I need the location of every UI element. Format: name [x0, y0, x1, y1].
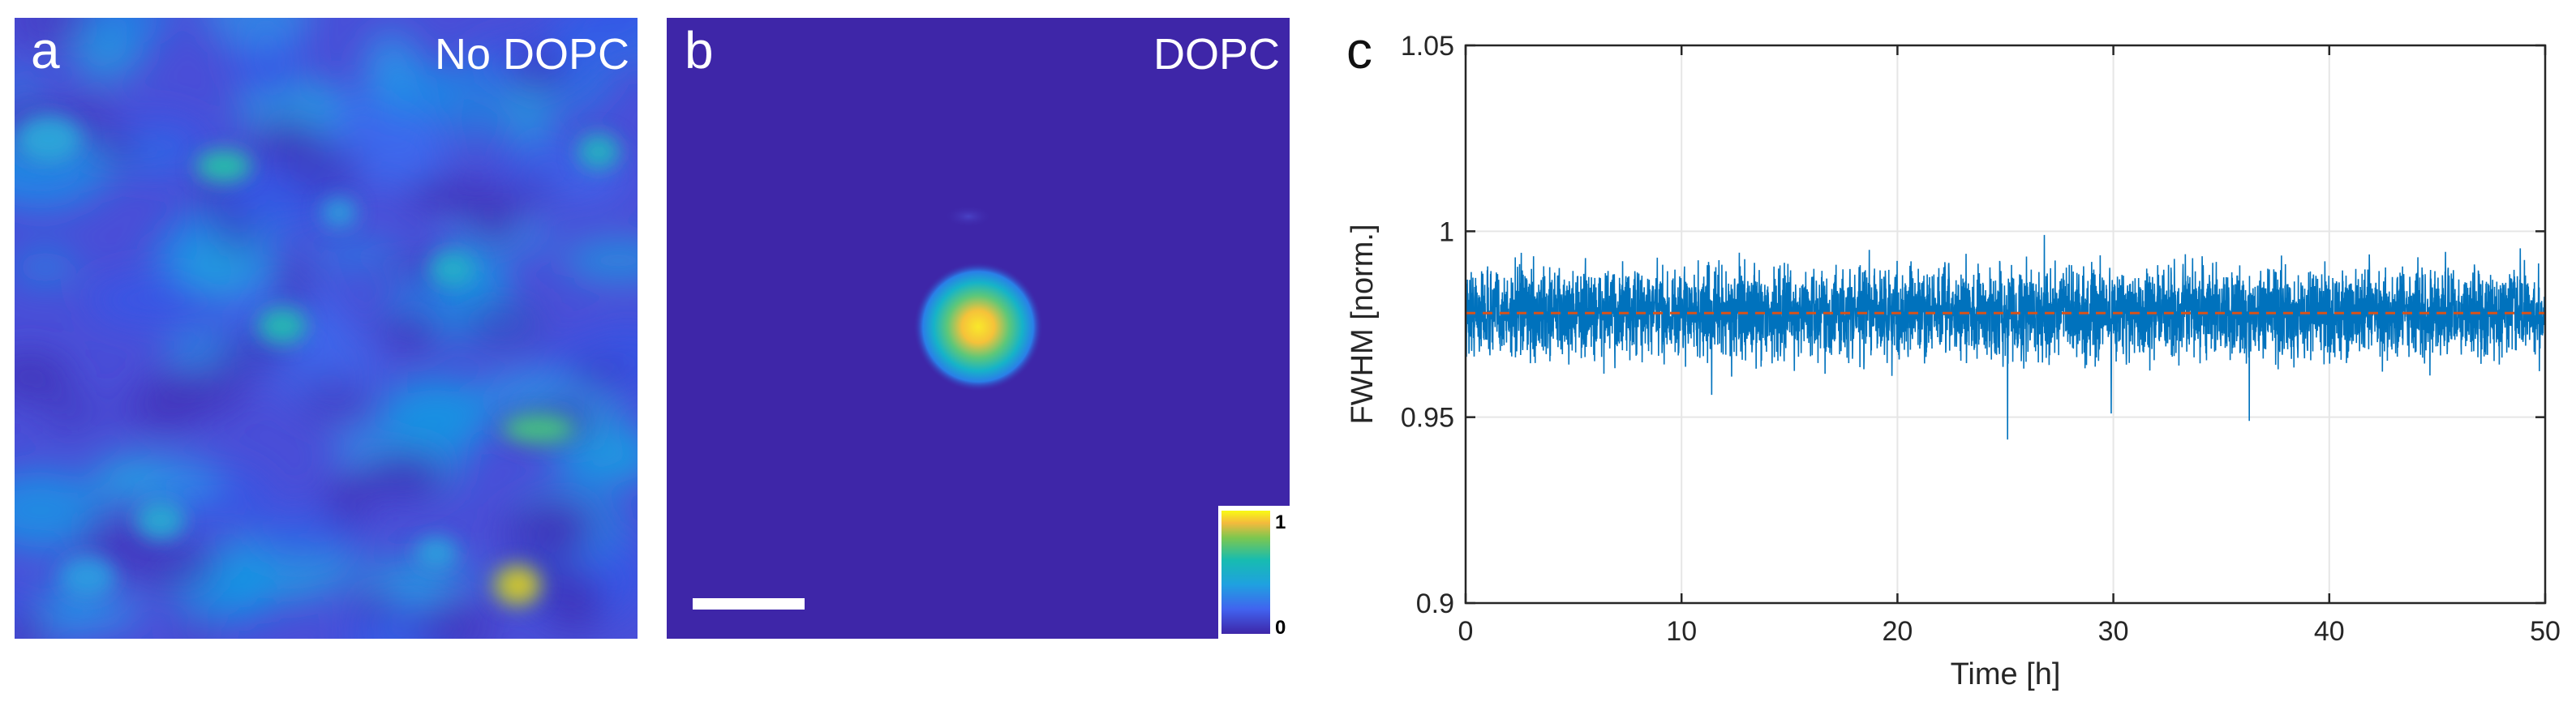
y-tick-label: 1.05 — [1401, 31, 1454, 62]
focal-spot — [913, 262, 1043, 392]
speckle-blob — [442, 58, 503, 141]
speckle-dark — [15, 352, 72, 401]
panel-letter-b: b — [685, 21, 714, 79]
speckle-dark — [376, 310, 444, 352]
speckle-blob — [108, 112, 213, 178]
speckle-hotspot — [136, 501, 185, 540]
y-tick-label: 0.95 — [1401, 403, 1454, 434]
y-axis-label: FWHM [norm.] — [1346, 225, 1380, 425]
axes — [1464, 44, 2547, 605]
y-tick-label: 0.9 — [1416, 588, 1454, 619]
speckle-dark — [562, 357, 636, 388]
speckle-dark — [95, 129, 135, 166]
x-tick-label: 50 — [2530, 616, 2561, 647]
scale-bar — [693, 598, 805, 610]
speckle-hotspot — [321, 198, 357, 227]
faint-sidelobe — [944, 205, 993, 228]
speckle-blob — [475, 371, 592, 409]
speckle-dark — [15, 610, 45, 639]
x-tick-label: 30 — [2098, 616, 2129, 647]
speckle-dark — [177, 366, 247, 416]
speckle-hotspot — [16, 115, 81, 164]
panel-c-fwhm-chart: c 0 10 20 30 40 50 0.9 0.95 1 1.05 Time [h] FWHM … — [1330, 0, 2576, 706]
colorbar-gradient — [1221, 511, 1270, 634]
colorbar-max-label: 1 — [1275, 511, 1286, 533]
fwhm-time-chart: 0 10 20 30 40 50 0.9 0.95 1 1.05 Time [h] FWHM [n… — [1346, 31, 2561, 691]
speckle-dark — [350, 596, 404, 621]
panel-letter-c: c — [1346, 21, 1372, 79]
colorbar-min-label: 0 — [1275, 617, 1286, 639]
speckle-dark — [296, 373, 374, 426]
fwhm-trace — [1465, 234, 2546, 440]
speckle-hotspot — [196, 150, 251, 182]
speckle-dark — [459, 297, 548, 349]
speckle-blob — [178, 238, 272, 297]
panel-title-no-dopc: No DOPC — [434, 30, 629, 79]
speckle-dark — [530, 499, 577, 546]
speckle-blob — [203, 18, 312, 52]
speckle-blob — [364, 31, 418, 96]
speckle-dark — [78, 514, 154, 571]
speckle-hotspot — [60, 556, 115, 598]
speckle-dark — [178, 622, 213, 639]
speckle-dark — [275, 263, 311, 310]
panel-b-dopc-image: 1 0 b DOPC — [667, 18, 1290, 639]
speckle-dark — [325, 471, 370, 528]
colorbar: 1 0 — [1218, 506, 1290, 639]
no-dopc-intensity-map — [15, 18, 638, 639]
panel-letter-a: a — [31, 21, 60, 79]
speckle-dark — [116, 388, 186, 430]
speckle-hotspot — [258, 308, 307, 344]
panel-a-no-dopc-image: a No DOPC — [15, 18, 638, 639]
speckle-blob — [15, 250, 77, 285]
x-tick-label: 40 — [2314, 616, 2345, 647]
y-tick-label: 1 — [1439, 216, 1454, 247]
speckle-hotspot — [430, 251, 475, 287]
speckle-dark — [406, 177, 485, 213]
panel-title-dopc: DOPC — [1153, 30, 1280, 79]
x-tick-label: 10 — [1666, 616, 1697, 647]
tick-labels: 0 10 20 30 40 50 0.9 0.95 1 1.05 — [1401, 31, 2561, 647]
x-tick-label: 20 — [1882, 616, 1913, 647]
axes-box — [1464, 44, 2547, 605]
dopc-intensity-map: 1 0 — [667, 18, 1290, 639]
speckle-blob — [91, 456, 166, 499]
speckle-hotspot — [415, 537, 457, 569]
speckle-blob — [562, 238, 638, 283]
speckle-dark — [512, 173, 565, 203]
speckle-dark — [492, 516, 528, 549]
speckle-dark — [358, 451, 449, 499]
fwhm-series-line — [1465, 234, 2546, 440]
speckle-hotspot — [577, 134, 620, 169]
speckle-blob — [309, 236, 402, 272]
speckle-dark — [15, 18, 91, 49]
speckle-hotspot — [503, 414, 574, 443]
speckle-dark — [193, 178, 231, 217]
x-axis-label: Time [h] — [1951, 657, 2061, 691]
speckle-blob — [349, 556, 480, 597]
speckle-dark — [512, 46, 565, 96]
speckle-blob — [79, 18, 171, 47]
speckle-dark — [410, 601, 499, 639]
speckle-dark — [42, 390, 101, 433]
speckle-blob — [86, 273, 225, 327]
speckle-dark — [75, 92, 111, 135]
speckle-blob — [379, 377, 493, 457]
speckle-blob — [591, 443, 638, 480]
speckle-blob — [15, 69, 46, 105]
speckle-dark — [543, 575, 605, 634]
x-tick-label: 0 — [1458, 616, 1474, 647]
speckle-dark — [251, 118, 324, 165]
speckle-hotspot — [506, 574, 532, 597]
speckle-dark — [213, 207, 258, 257]
speckle-blob — [48, 593, 142, 631]
